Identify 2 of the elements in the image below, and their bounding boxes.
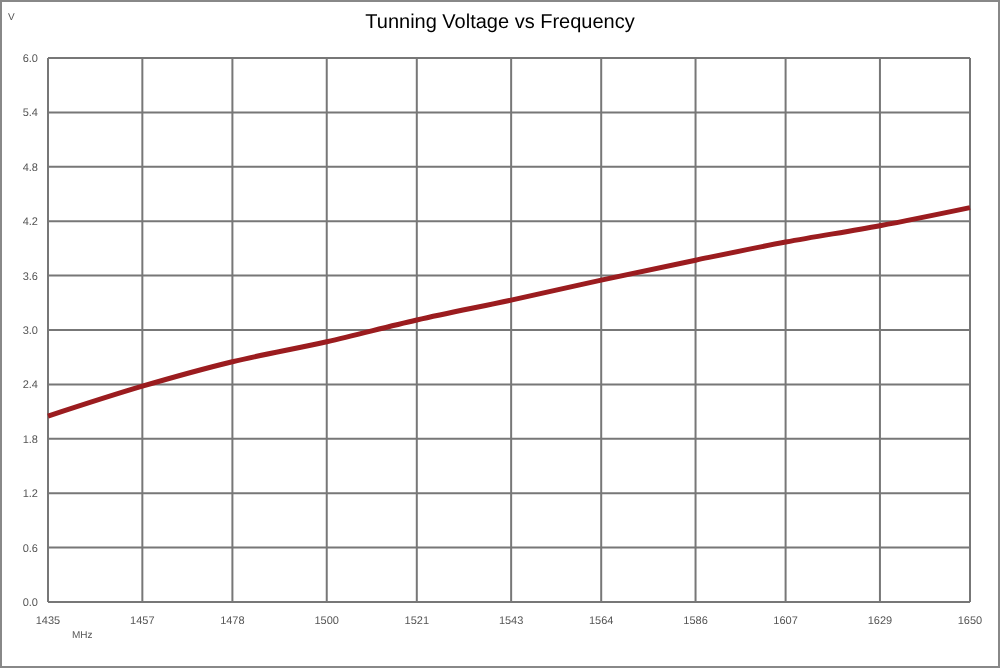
- line-series: [45, 205, 973, 419]
- chart-title: Tunning Voltage vs Frequency: [365, 12, 635, 34]
